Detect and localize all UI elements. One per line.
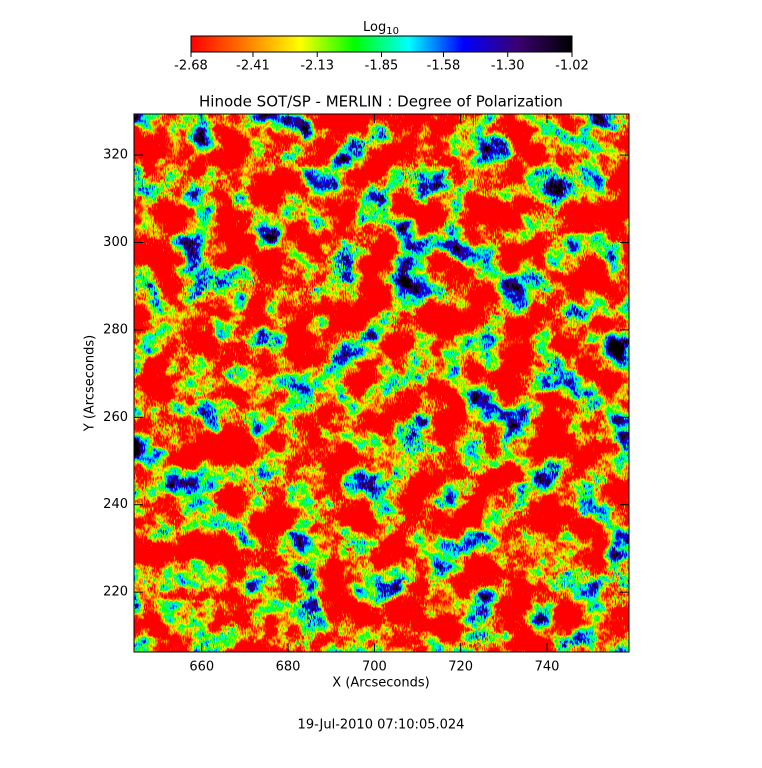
colorbar-label-text: Log <box>363 20 386 35</box>
colorbar-tick-label: -1.85 <box>365 59 399 74</box>
y-tick-label: 260 <box>103 410 128 425</box>
y-tick-label: 240 <box>103 497 128 512</box>
colorbar-tick-label: -1.30 <box>491 59 525 74</box>
polarization-map <box>134 114 629 652</box>
colorbar-tick-label: -2.13 <box>300 59 334 74</box>
chart-title: Hinode SOT/SP - MERLIN : Degree of Polar… <box>199 93 563 111</box>
x-tick-label: 700 <box>362 660 387 675</box>
colorbar-tick-label: -2.41 <box>236 59 270 74</box>
x-tick-label: 720 <box>448 660 473 675</box>
x-tick-label: 740 <box>535 660 560 675</box>
y-tick-label: 320 <box>103 148 128 163</box>
colorbar-tick-label: -1.58 <box>427 59 461 74</box>
y-axis-label: Y (Arcseconds) <box>83 335 98 432</box>
y-tick-label: 300 <box>103 235 128 250</box>
colorbar-label-subscript: 10 <box>386 26 399 37</box>
x-tick-label: 680 <box>276 660 301 675</box>
y-tick-label: 280 <box>103 322 128 337</box>
colorbar-tick-label: -2.68 <box>174 59 208 74</box>
x-axis-label: X (Arcseconds) <box>332 676 429 691</box>
footer-timestamp: 19-Jul-2010 07:10:05.024 <box>298 718 465 733</box>
colorbar <box>190 35 573 53</box>
colorbar-label: Log10 <box>363 20 399 38</box>
y-tick-label: 220 <box>103 585 128 600</box>
plot-frame <box>133 113 630 653</box>
colorbar-tick-label: -1.02 <box>555 59 589 74</box>
x-tick-label: 660 <box>189 660 214 675</box>
